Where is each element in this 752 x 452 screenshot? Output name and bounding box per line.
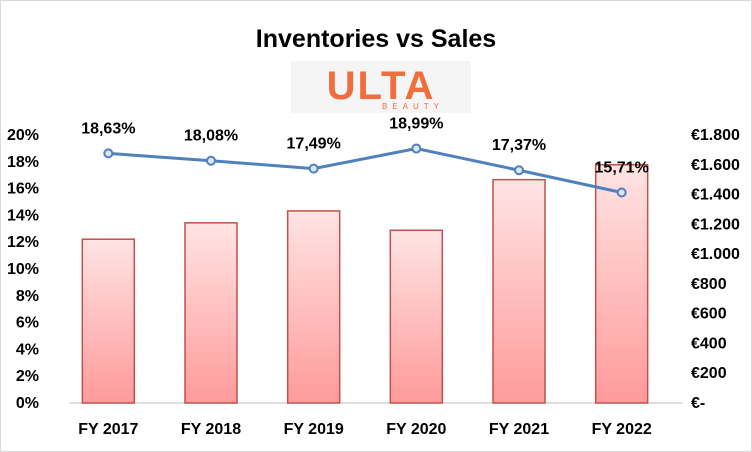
ratio-data-label: 18,99%: [389, 116, 443, 133]
x-tick-label: FY 2018: [181, 421, 241, 438]
left-tick-label: 16%: [7, 181, 39, 198]
left-tick-label: 4%: [16, 341, 39, 358]
bar-fy-2020: [389, 229, 444, 404]
ratio-point: [308, 163, 319, 174]
x-tick-label: FY 2021: [489, 421, 549, 438]
left-tick-label: 2%: [16, 368, 39, 385]
right-tick-label: €-: [691, 395, 705, 412]
ratio-data-label: 18,63%: [81, 120, 135, 137]
left-tick-label: 10%: [7, 261, 39, 278]
x-tick-label: FY 2020: [386, 421, 446, 438]
right-axis: €- €200 €400 €600 €800 €1.000 €1.200 €1.400 €1.6…: [691, 127, 740, 412]
left-tick-label: 6%: [16, 315, 39, 332]
x-tick-label: FY 2019: [284, 421, 344, 438]
bar-fy-2022: [594, 164, 649, 404]
right-tick-label: €600: [691, 306, 727, 323]
ratio-data-label: 18,08%: [184, 128, 238, 145]
left-tick-label: 12%: [7, 234, 39, 251]
left-tick-label: 14%: [7, 207, 39, 224]
bar-fy-2018: [184, 222, 238, 404]
bar-fy-2019: [286, 210, 341, 404]
right-tick-label: €1.000: [691, 246, 740, 263]
logo-background: [291, 61, 471, 113]
right-tick-label: €200: [691, 365, 727, 382]
ratio-point: [103, 148, 114, 159]
line-layer: 18,63% 18,08% 17,49% 18,99% 17,37% 15,71%: [81, 116, 649, 198]
ratio-point: [616, 187, 627, 198]
ratio-data-label: 17,37%: [492, 137, 546, 154]
x-tick-label: FY 2022: [592, 421, 652, 438]
ratio-data-label: 17,49%: [287, 136, 341, 153]
bar-fy-2017: [81, 238, 136, 404]
logo-wordmark: ULTA: [327, 64, 436, 108]
right-tick-label: €400: [691, 335, 727, 352]
ratio-line: [108, 147, 622, 194]
left-axis: 0% 2% 4% 6% 8% 10% 12% 14% 16% 18% 20%: [7, 127, 39, 412]
chart-title: Inventories vs Sales: [256, 25, 496, 53]
ratio-point: [514, 165, 524, 176]
right-tick-label: €1.400: [691, 187, 740, 204]
right-tick-label: €1.800: [691, 127, 740, 144]
bars-layer: [81, 164, 649, 404]
right-tick-label: €1.200: [691, 216, 740, 233]
left-tick-label: 20%: [7, 127, 39, 144]
left-tick-label: 8%: [16, 288, 39, 305]
left-tick-label: 0%: [16, 395, 39, 412]
right-tick-label: €1.600: [691, 157, 740, 174]
x-axis: FY 2017 FY 2018 FY 2019 FY 2020 FY 2021 FY 20…: [78, 421, 652, 438]
left-tick-label: 18%: [7, 154, 39, 171]
ratio-data-label: 15,71%: [595, 159, 649, 176]
x-tick-label: FY 2017: [78, 421, 138, 438]
ulta-logo: ULTA BEAUTY: [291, 61, 471, 113]
ratio-point: [411, 143, 422, 154]
right-tick-label: €800: [691, 276, 727, 293]
ratio-point: [206, 155, 216, 166]
logo-subtitle: BEAUTY: [382, 102, 444, 111]
bar-fy-2021: [492, 178, 546, 404]
